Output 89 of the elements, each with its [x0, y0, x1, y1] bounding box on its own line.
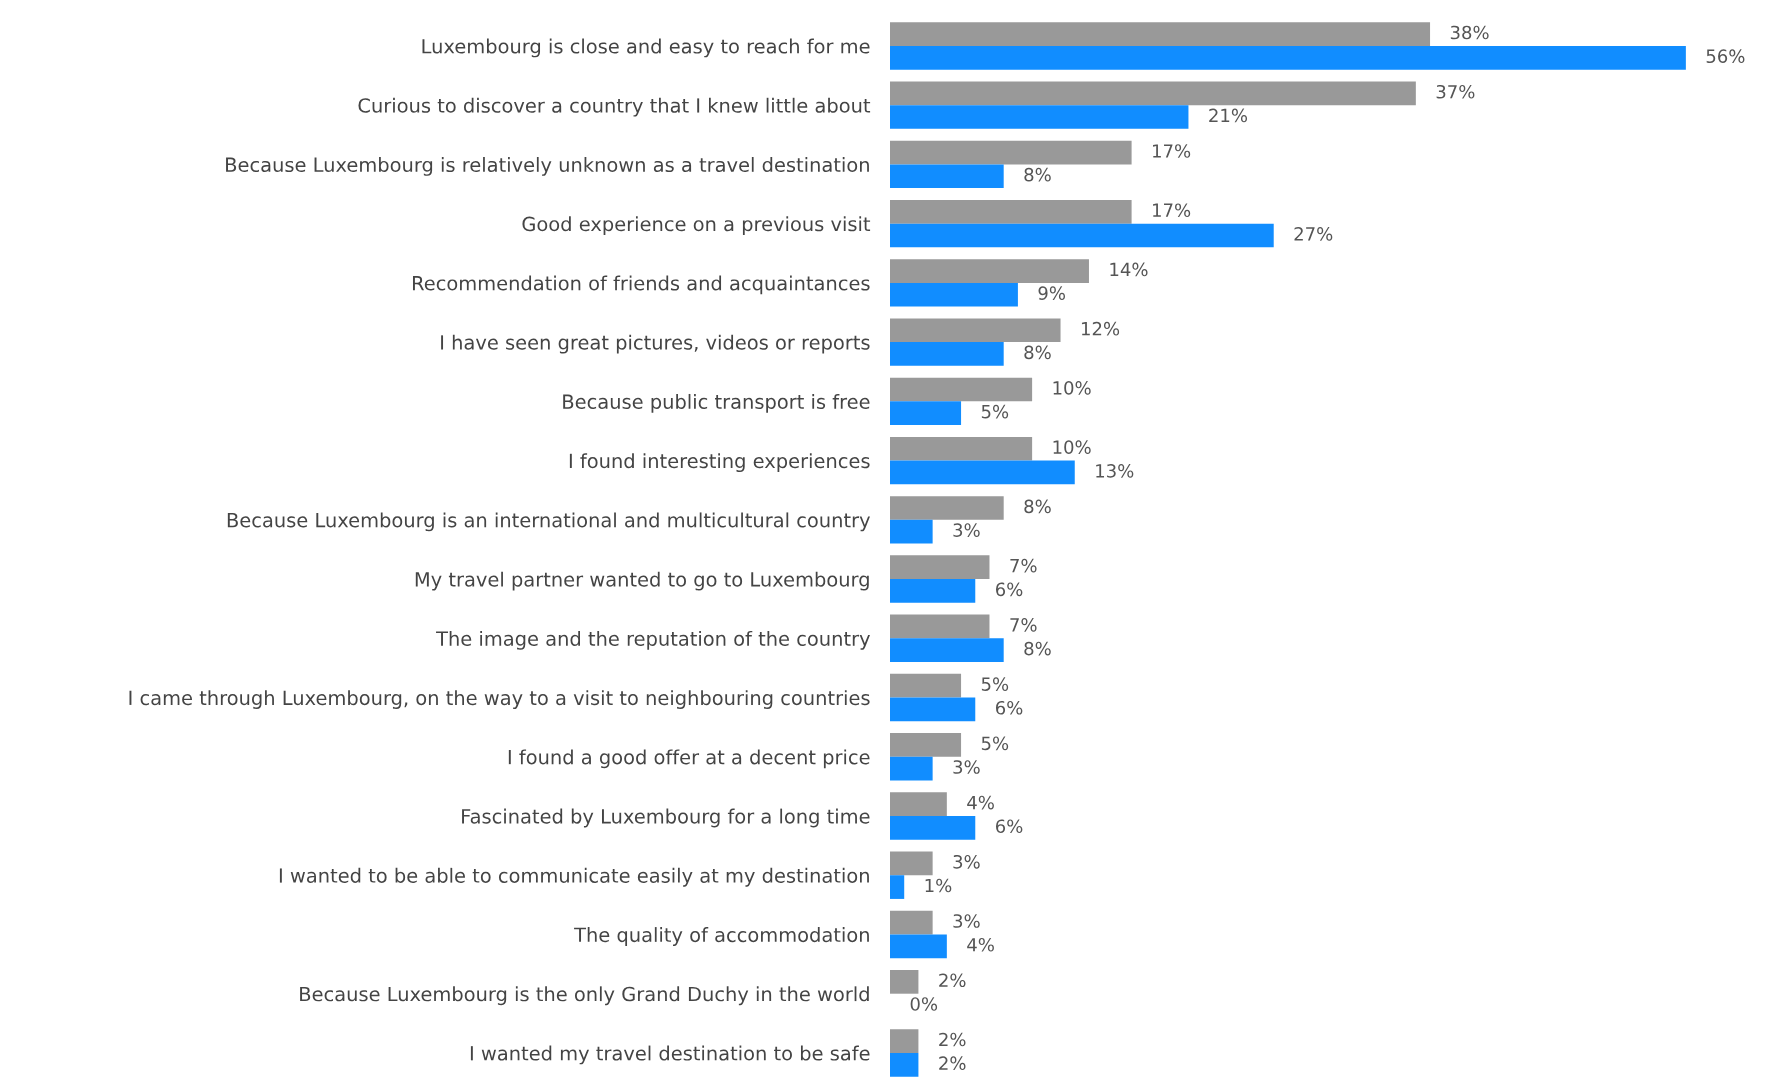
y-tick-label: Luxembourg is close and easy to reach for me — [422, 38, 870, 58]
bar — [890, 164, 1004, 189]
data-label: 14% — [1110, 262, 1148, 277]
data-label: 3% — [953, 854, 980, 869]
data-label: 27% — [1294, 227, 1333, 241]
y-tick-label: I have seen great pictures, videos or reports — [441, 334, 870, 354]
bar — [890, 697, 976, 722]
data-label: 37% — [1436, 84, 1475, 99]
bar — [890, 105, 1189, 129]
data-label: 2% — [939, 1032, 966, 1047]
data-label: 5% — [981, 404, 1009, 419]
data-label: 5% — [981, 736, 1009, 751]
bar — [890, 851, 933, 876]
bar — [890, 342, 1004, 366]
bar — [890, 1052, 919, 1077]
data-label: 10% — [1053, 381, 1091, 395]
data-label: 2% — [939, 1056, 966, 1071]
bar — [890, 875, 905, 899]
bar — [890, 223, 1274, 248]
data-label: 0% — [910, 997, 938, 1011]
y-tick-label: Because public transport is free — [563, 393, 870, 413]
data-label: 5% — [981, 677, 1009, 691]
data-label: 4% — [967, 937, 994, 952]
data-label: 7% — [1010, 618, 1037, 632]
data-label: 2% — [939, 973, 966, 988]
data-label: 6% — [995, 819, 1023, 834]
y-tick-label: Because Luxembourg is an international and multicultural country — [227, 512, 870, 532]
data-label: 13% — [1096, 464, 1134, 478]
data-label: 17% — [1153, 144, 1191, 158]
y-tick-label: My travel partner wanted to go to Luxembourg — [415, 571, 869, 591]
y-tick-label: Because Luxembourg is the only Grand Duchy in the world — [300, 986, 869, 1006]
y-tick-label: I found interesting experiences — [569, 453, 870, 473]
bar — [890, 816, 976, 840]
y-tick-label: Recommendation of friends and acquaintances — [412, 275, 870, 295]
bar — [890, 579, 976, 603]
bar — [890, 377, 1033, 402]
bar — [890, 199, 1132, 224]
data-label: 38% — [1450, 25, 1489, 40]
bar — [890, 282, 1018, 307]
bar — [890, 259, 1089, 283]
data-label: 1% — [925, 878, 952, 893]
bar — [890, 1029, 919, 1053]
y-tick-label: Curious to discover a country that I knew little about — [358, 97, 871, 117]
data-label: 8% — [1024, 641, 1051, 656]
data-label: 8% — [1024, 499, 1051, 514]
bar — [890, 638, 1004, 662]
bar — [890, 140, 1132, 165]
data-label: 56% — [1706, 49, 1745, 64]
bar — [890, 673, 962, 698]
bar — [890, 460, 1075, 485]
y-tick-label: I came through Luxembourg, on the way to a visit to neighbouring countries — [129, 690, 870, 709]
bar — [890, 496, 1004, 520]
bar — [890, 934, 947, 959]
bar — [890, 401, 962, 426]
bar — [890, 45, 1686, 70]
data-label: 6% — [995, 582, 1023, 597]
bar — [890, 614, 990, 639]
bar — [890, 22, 1431, 46]
bar — [890, 733, 962, 757]
data-label: 4% — [967, 795, 994, 810]
y-tick-label: Good experience on a previous visit — [522, 216, 871, 236]
bar — [890, 318, 1061, 343]
y-tick-label: Fascinated by Luxembourg for a long time — [462, 808, 870, 828]
data-label: 6% — [995, 700, 1023, 715]
data-label: 8% — [1024, 345, 1051, 360]
bar — [890, 555, 990, 580]
data-label: 3% — [953, 914, 980, 928]
data-label: 17% — [1153, 203, 1191, 218]
bar — [890, 910, 933, 935]
data-label: 10% — [1053, 440, 1091, 454]
bar — [890, 519, 933, 544]
bar — [890, 970, 919, 994]
y-tick-label: I wanted my travel destination to be safe — [470, 1045, 870, 1065]
y-tick-label: I wanted to be able to communicate easily at my destination — [279, 867, 869, 887]
data-label: 21% — [1209, 108, 1248, 123]
data-label: 9% — [1038, 286, 1065, 300]
data-label: 12% — [1081, 321, 1120, 336]
bar — [890, 81, 1416, 106]
data-label: 8% — [1024, 167, 1051, 182]
data-label: 3% — [953, 760, 980, 774]
y-tick-label: The quality of accommodation — [574, 927, 869, 946]
data-label: 7% — [1010, 558, 1037, 573]
bar — [890, 792, 947, 816]
y-tick-label: I found a good offer at a decent price — [508, 749, 870, 769]
bar — [890, 436, 1033, 461]
y-tick-label: Because Luxembourg is relatively unknown as a travel destination — [226, 157, 869, 176]
y-tick-label: The image and the reputation of the country — [436, 630, 870, 650]
data-label: 3% — [953, 523, 980, 537]
bar — [890, 756, 933, 781]
